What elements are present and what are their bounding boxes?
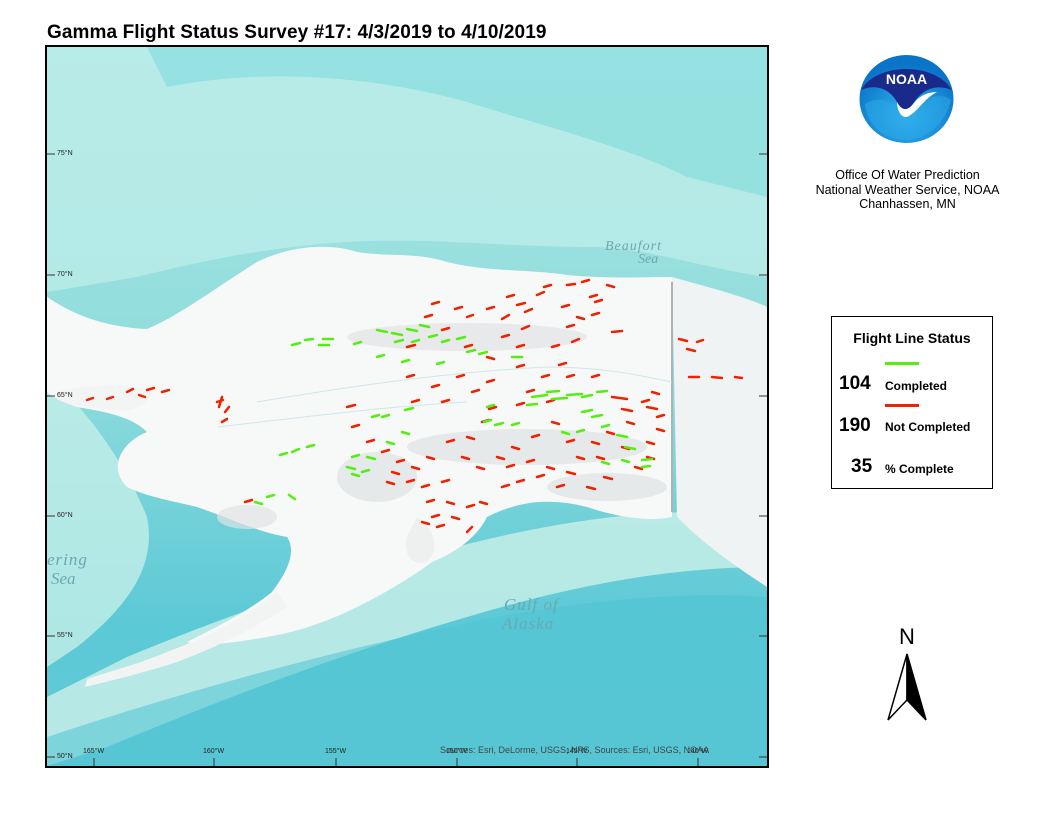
lon-label-165: 165°W <box>83 748 105 755</box>
completed-flight-lines <box>253 323 654 506</box>
beaufort-sea-label-2: Sea <box>638 252 658 267</box>
lon-label-140: 140°W <box>687 748 709 755</box>
bering-sea-label: ering <box>47 550 88 569</box>
lon-label-150: 150°W <box>446 748 468 755</box>
north-label: N <box>899 624 915 649</box>
lat-label-60: 60°N <box>57 512 73 519</box>
bering-sea-label-2: Sea <box>51 569 76 588</box>
percent-complete-value: 35 <box>851 456 873 477</box>
lat-label-55: 55°N <box>57 632 73 639</box>
lon-label-160: 160°W <box>203 748 225 755</box>
lon-label-145: 145°W <box>566 748 588 755</box>
lon-label-155: 155°W <box>325 748 347 755</box>
map-frame[interactable]: Beaufort Sea ering Sea Gulf of Alaska 75… <box>45 45 769 768</box>
completed-line-swatch <box>885 362 919 365</box>
gulf-of-alaska-label: Gulf of <box>504 595 560 614</box>
map-attribution: Sources: Esri, DeLorme, USGS, NPS, Sourc… <box>440 745 710 755</box>
beaufort-sea-label: Beaufort <box>605 239 662 254</box>
lat-label-65: 65°N <box>57 392 73 399</box>
org-line-1: Office Of Water Prediction <box>835 168 980 182</box>
org-line-2: National Weather Service, NOAA <box>815 182 1000 197</box>
map-title: Gamma Flight Status Survey #17: 4/3/2019… <box>47 22 547 43</box>
not-completed-label: Not Completed <box>885 420 971 434</box>
noaa-logo: NOAA <box>857 54 956 144</box>
map-canvas: Beaufort Sea ering Sea Gulf of Alaska <box>47 47 767 766</box>
organization-info: Office Of Water Prediction National Weat… <box>790 168 1025 212</box>
not-completed-line-swatch <box>885 404 919 407</box>
percent-complete-label: % Complete <box>885 462 954 476</box>
not-completed-flight-lines <box>85 278 744 534</box>
gulf-of-alaska-label-2: Alaska <box>501 614 554 633</box>
completed-count: 104 <box>839 373 871 394</box>
north-arrow-right-half <box>906 653 927 721</box>
lat-label-70: 70°N <box>57 271 73 278</box>
completed-label: Completed <box>885 379 948 393</box>
legend-title: Flight Line Status <box>853 330 971 346</box>
lat-label-50: 50°N <box>57 753 73 760</box>
org-line-3: Chanhassen, MN <box>859 197 956 211</box>
noaa-logo-text: NOAA <box>886 71 927 87</box>
north-arrow: N <box>880 622 936 722</box>
not-completed-count: 190 <box>839 415 871 436</box>
flight-line-legend: Flight Line Status 104 Completed 190 Not… <box>831 316 993 489</box>
north-arrow-left-half <box>887 653 908 721</box>
lat-label-75: 75°N <box>57 150 73 157</box>
